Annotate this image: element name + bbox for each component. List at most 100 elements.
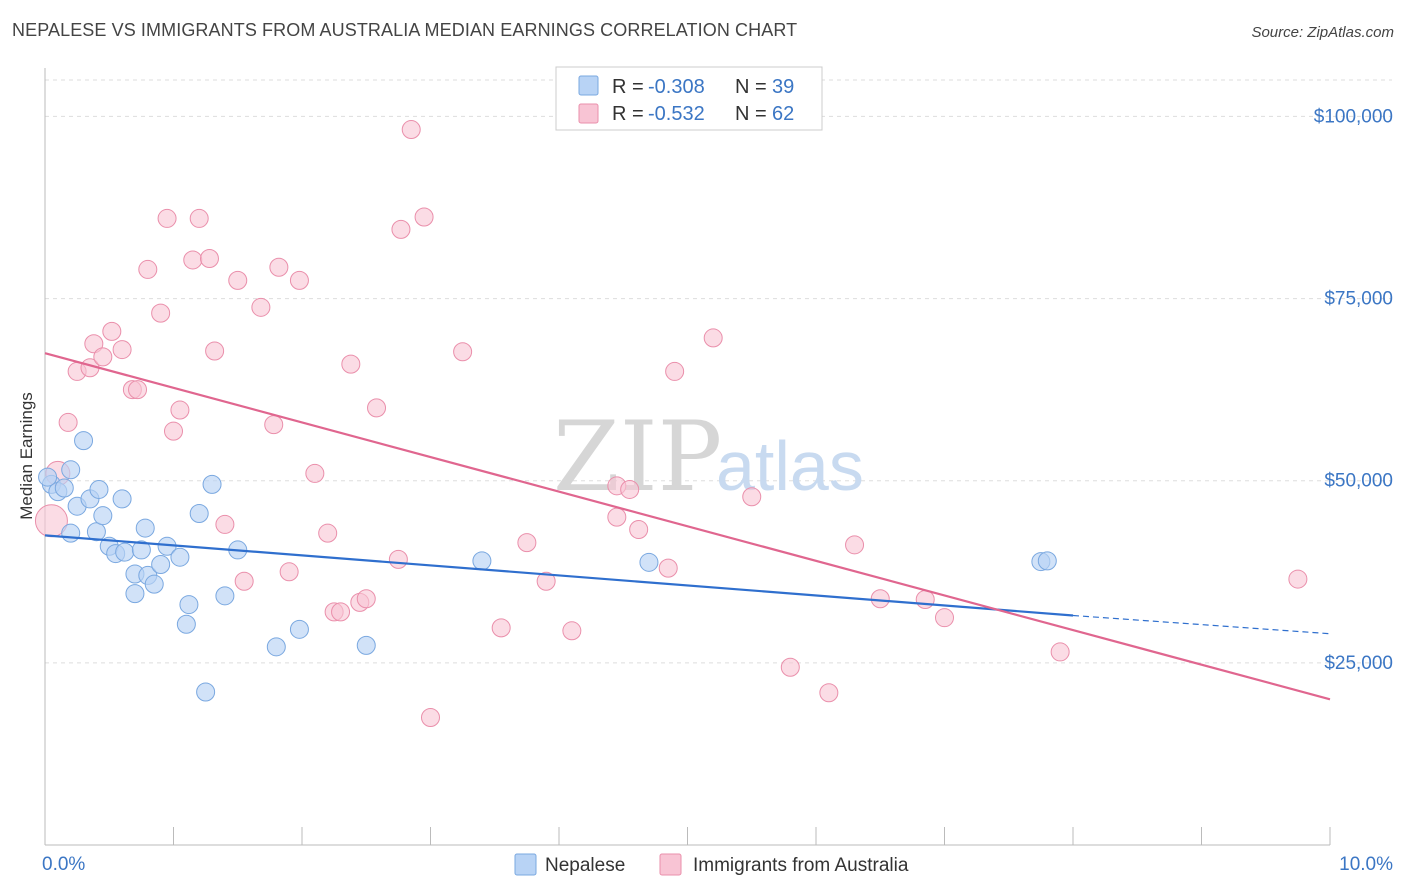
australia-point bbox=[199, 249, 219, 268]
australia-point bbox=[305, 463, 325, 483]
australia-point bbox=[112, 340, 132, 360]
australia-point bbox=[620, 479, 640, 499]
nepalese-point bbox=[170, 547, 190, 567]
australia-point bbox=[170, 400, 190, 420]
australia-point bbox=[128, 380, 148, 400]
australia-point bbox=[658, 558, 678, 578]
nepalese-point bbox=[179, 595, 199, 615]
y-tick-label: $25,000 bbox=[1324, 653, 1393, 674]
australia-point bbox=[703, 328, 723, 348]
nepalese-point bbox=[61, 460, 81, 480]
australia-point bbox=[453, 342, 473, 362]
australia-trend-line bbox=[44, 352, 1331, 701]
australia-point bbox=[331, 602, 351, 622]
nepalese-point bbox=[151, 555, 171, 574]
nepalese-point bbox=[135, 518, 155, 538]
nepalese-point bbox=[112, 489, 132, 509]
nepalese-point bbox=[61, 523, 81, 543]
y-axis-label: Median Earnings bbox=[17, 392, 36, 520]
nepalese-point bbox=[89, 479, 109, 499]
legend-n-label: N = bbox=[735, 103, 767, 125]
y-tick-label: $50,000 bbox=[1324, 471, 1393, 492]
australia-point bbox=[367, 398, 387, 418]
series-immigrants-from-australia-points bbox=[34, 120, 1308, 727]
nepalese-point bbox=[38, 467, 58, 487]
series-nepalese-points bbox=[38, 431, 1057, 702]
nepalese-point bbox=[189, 504, 209, 523]
australia-point bbox=[264, 415, 284, 435]
legend-label-australia: Immigrants from Australia bbox=[693, 855, 909, 876]
australia-point bbox=[935, 608, 954, 628]
australia-point bbox=[138, 259, 158, 279]
australia-point bbox=[251, 297, 271, 317]
nepalese-point bbox=[215, 586, 235, 606]
australia-point bbox=[401, 120, 421, 140]
legend-label-nepalese: Nepalese bbox=[545, 855, 625, 876]
nepalese-point bbox=[131, 540, 151, 560]
nepalese-point bbox=[74, 431, 94, 451]
australia-point bbox=[517, 533, 537, 553]
australia-point bbox=[845, 535, 865, 555]
nepalese-point bbox=[86, 522, 106, 542]
legend-r-label: R = bbox=[612, 76, 644, 98]
australia-point bbox=[228, 270, 248, 290]
nepalese-point bbox=[93, 506, 113, 526]
australia-point bbox=[205, 341, 225, 361]
australia-point bbox=[1288, 569, 1308, 589]
australia-point bbox=[84, 334, 104, 354]
australia-point bbox=[157, 208, 177, 228]
series-legend: Nepalese Immigrants from Australia bbox=[514, 853, 909, 876]
nepalese-point bbox=[202, 474, 222, 494]
x-tick-label: 0.0% bbox=[42, 854, 85, 875]
nepalese-point bbox=[639, 552, 659, 572]
legend-r-value: -0.532 bbox=[648, 103, 705, 125]
australia-point bbox=[289, 270, 309, 290]
australia-point bbox=[421, 708, 440, 727]
chart-source: Source: ZipAtlas.com bbox=[1251, 24, 1394, 41]
x-tick-labels: 0.0% 10.0% bbox=[42, 854, 1393, 875]
australia-point bbox=[58, 412, 78, 432]
australia-point bbox=[215, 514, 235, 534]
australia-point bbox=[279, 562, 299, 582]
australia-point bbox=[189, 208, 209, 228]
x-tick-label: 10.0% bbox=[1339, 854, 1393, 875]
nepalese-point bbox=[356, 635, 376, 655]
australia-point bbox=[562, 621, 582, 641]
australia-point bbox=[414, 207, 434, 227]
y-tick-label: $75,000 bbox=[1324, 289, 1393, 310]
australia-point bbox=[318, 523, 338, 543]
nepalese-point bbox=[472, 551, 492, 571]
legend-n-label: N = bbox=[735, 76, 767, 98]
nepalese-point bbox=[196, 682, 216, 702]
nepalese-point bbox=[266, 637, 286, 657]
legend-swatch-nepalese bbox=[514, 853, 537, 876]
nepalese-trend-extension bbox=[1072, 614, 1331, 635]
legend-n-value: 62 bbox=[772, 103, 794, 125]
trend-lines bbox=[44, 352, 1331, 701]
australia-point bbox=[665, 361, 685, 381]
australia-point bbox=[629, 520, 649, 540]
legend-r-label: R = bbox=[612, 103, 644, 125]
australia-point bbox=[356, 589, 376, 609]
legend-swatch-australia bbox=[578, 103, 599, 124]
nepalese-point bbox=[115, 542, 135, 562]
watermark: ZIP atlas bbox=[553, 401, 864, 513]
nepalese-trend-line bbox=[44, 534, 1074, 617]
australia-point bbox=[742, 487, 762, 507]
australia-point bbox=[870, 589, 890, 609]
australia-point bbox=[234, 571, 254, 591]
nepalese-point bbox=[176, 614, 196, 634]
australia-point bbox=[341, 354, 361, 374]
legend-box bbox=[555, 66, 823, 131]
legend-n-value: 39 bbox=[772, 76, 794, 98]
australia-point bbox=[151, 303, 171, 323]
chart-title: NEPALESE VS IMMIGRANTS FROM AUSTRALIA ME… bbox=[12, 20, 798, 40]
nepalese-point bbox=[54, 478, 74, 498]
australia-point bbox=[391, 219, 411, 239]
australia-point bbox=[269, 257, 289, 277]
legend-swatch-australia bbox=[659, 853, 682, 876]
australia-point bbox=[102, 321, 122, 341]
correlation-legend: R = -0.308 N = 39 R = -0.532 N = 62 bbox=[555, 66, 823, 131]
australia-point bbox=[536, 571, 556, 591]
